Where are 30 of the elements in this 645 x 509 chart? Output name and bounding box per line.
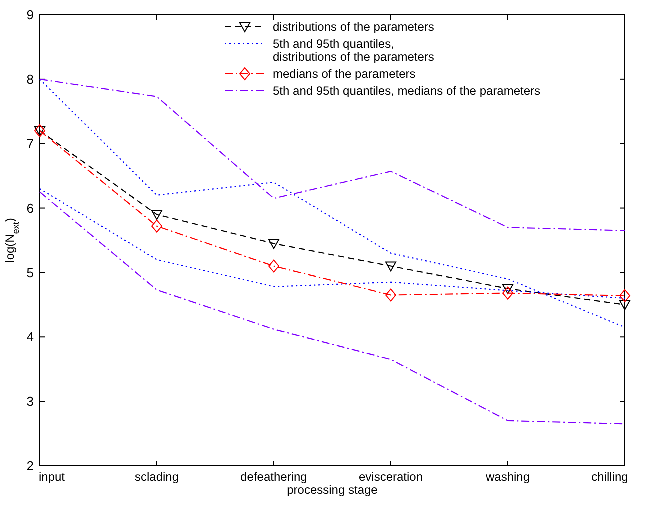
x-tick-label: washing	[484, 470, 530, 484]
point	[386, 288, 396, 302]
y-tick-label: 7	[26, 136, 34, 152]
x-tick-label: chilling	[592, 470, 628, 484]
point	[502, 286, 514, 300]
y-tick-label: 9	[26, 8, 34, 23]
y-tick-label: 6	[26, 200, 34, 216]
x-tick-label: evisceration	[358, 470, 424, 484]
legend-label: distributions of the parameters	[273, 20, 434, 34]
y-tick-label: 2	[26, 458, 34, 474]
point	[386, 262, 396, 272]
x-tick-label: input	[38, 470, 66, 484]
point	[152, 220, 162, 233]
point	[268, 239, 280, 250]
y-tick-label: 8	[26, 72, 34, 87]
y-tick-label: 3	[26, 394, 34, 410]
point	[502, 284, 514, 294]
y-tick-label: 4	[26, 330, 34, 345]
legend-label: medians of the parameters	[273, 67, 416, 82]
point	[620, 289, 630, 302]
x-tick-label: sclading	[134, 470, 180, 484]
legend-label: 5th and 95th quantiles, distributions of the parameters	[273, 37, 434, 64]
y-tick-label: 5	[26, 265, 34, 280]
x-axis-title: processing stage	[287, 483, 378, 497]
legend-label: 5th and 95th quantiles, medians of the parameters	[273, 84, 541, 98]
point	[268, 260, 280, 273]
point	[152, 210, 162, 220]
line-series	[39, 78, 626, 232]
point	[620, 300, 630, 310]
x-tick-label: defeathering	[240, 470, 308, 484]
